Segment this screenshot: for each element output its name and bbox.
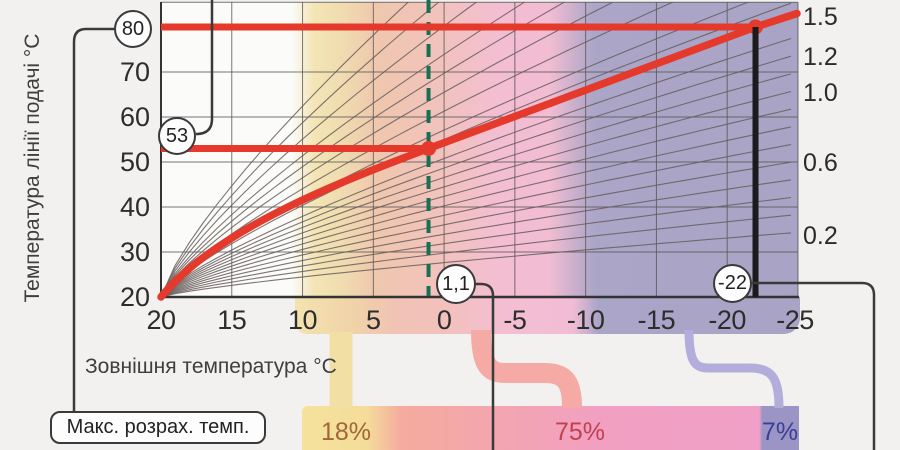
coefficient-label: 0.6 — [803, 149, 838, 177]
x-tick-label: 0 — [436, 305, 452, 335]
ribbon-salmon — [471, 329, 582, 409]
coefficient-label: 1.0 — [803, 79, 838, 107]
heating-curve-fan — [161, 2, 792, 298]
selected-curve-path — [157, 9, 801, 301]
fan-curve — [161, 126, 792, 298]
x-tick-label: -10 — [566, 305, 605, 335]
callout-max-supply-temp: 80 — [114, 10, 152, 48]
y-tick-label: 70 — [119, 57, 150, 87]
fan-curve — [161, 55, 792, 298]
fan-curve — [161, 73, 792, 298]
connector-53 — [196, 0, 214, 136]
x-tick-label: 5 — [366, 305, 381, 335]
x-tick-label: -20 — [708, 305, 746, 335]
current-point-dot — [421, 141, 437, 156]
fan-curve — [161, 2, 792, 298]
ribbon-purple — [684, 329, 784, 409]
fan-curve — [161, 37, 792, 298]
x-axis-colored-strip — [295, 297, 800, 334]
x-tick-label: -5 — [503, 305, 527, 335]
y-tick-label: 20 — [119, 282, 150, 312]
mild-zone-percent-label: 18% — [320, 418, 372, 446]
x-tick-label: -25 — [776, 305, 814, 335]
fan-curve — [161, 143, 792, 298]
x-tick-label: 20 — [146, 305, 176, 335]
y-tick-label: 60 — [119, 102, 150, 132]
y-tick-label: 30 — [119, 237, 150, 267]
fan-curve — [161, 2, 440, 298]
fan-curve — [161, 108, 792, 298]
fan-curve — [161, 161, 792, 298]
fan-curve — [161, 232, 792, 298]
cold-zone-percent-label: 7% — [761, 418, 799, 446]
selected-heating-curve — [157, 9, 801, 301]
callout-current-supply-temp: 53 — [158, 117, 196, 155]
callout-design-outdoor-temp: -22 — [713, 264, 752, 303]
connector-max-box — [72, 27, 114, 411]
fan-curve — [161, 2, 526, 298]
coefficient-label: 1.5 — [803, 3, 838, 31]
fan-curve — [161, 2, 615, 298]
callout-current-outdoor-temp: 1,1 — [436, 264, 476, 304]
x-tick-label: 10 — [288, 305, 318, 335]
connector-11 — [474, 282, 495, 450]
fan-curve — [161, 2, 675, 298]
coefficient-label: 0.2 — [803, 222, 838, 250]
x-tick-label: 15 — [217, 305, 247, 335]
y-tick-label: 40 — [119, 192, 150, 222]
fan-curve — [161, 90, 792, 298]
y-axis-title: Температура лінії подачі °C — [21, 33, 44, 303]
coefficient-label: 1.2 — [803, 43, 838, 71]
fan-curve — [161, 2, 478, 298]
zone-flow-ribbons — [329, 329, 784, 409]
connector-22 — [751, 281, 876, 450]
callout-connectors — [72, 0, 876, 450]
season-share-bar — [302, 406, 799, 450]
y-tick-label: 50 — [119, 147, 150, 177]
fan-curve — [161, 214, 792, 298]
x-tick-label: -15 — [637, 305, 676, 335]
fan-curve — [161, 196, 792, 298]
fan-curve — [161, 179, 792, 298]
x-axis-title: Зовнішня температура °C — [85, 355, 337, 378]
max-design-temp-label-box: Макс. розрах. темп. — [50, 411, 266, 444]
fan-curve — [161, 2, 566, 298]
main-zone-percent-label: 75% — [554, 418, 606, 446]
